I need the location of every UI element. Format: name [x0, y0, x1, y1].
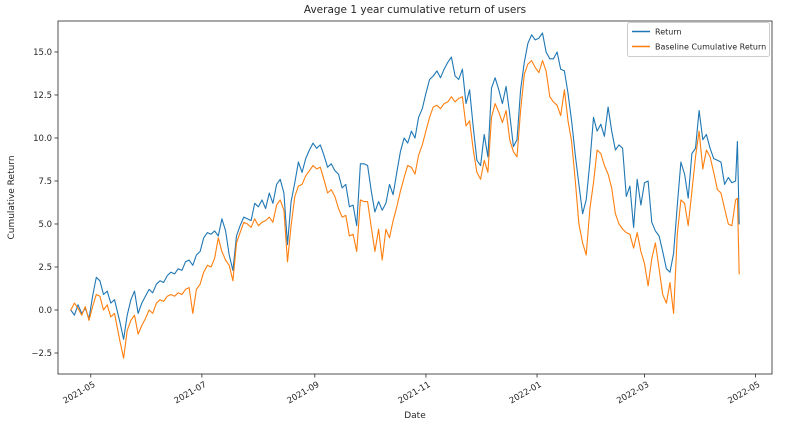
- y-axis-ticks: −2.5 0.0 2.5 5.0 7.5 10.0 12.5 15.0: [31, 48, 58, 359]
- y-axis-label: Cumulative Return: [7, 155, 17, 239]
- series-group: [70, 32, 740, 359]
- y-tick-label: −2.5: [31, 349, 52, 359]
- y-tick-label: 0.0: [38, 306, 52, 316]
- legend-label-return: Return: [655, 28, 682, 37]
- y-tick-label: 10.0: [33, 134, 52, 144]
- y-tick-label: 15.0: [33, 48, 52, 58]
- series-line-baseline-cumulative-return: [70, 60, 740, 359]
- x-axis-label: Date: [404, 411, 426, 421]
- y-tick-label: 2.5: [38, 263, 52, 273]
- chart-title: Average 1 year cumulative return of user…: [304, 4, 526, 16]
- y-tick-label: 12.5: [33, 91, 52, 101]
- legend-box: [627, 22, 770, 57]
- series-line-return: [70, 32, 740, 340]
- y-tick-label: 7.5: [38, 177, 52, 187]
- y-tick-label: 5.0: [38, 220, 52, 230]
- plot-area: [57, 20, 773, 375]
- legend: Return Baseline Cumulative Return: [627, 22, 770, 57]
- legend-label-baseline-cumulative-return: Baseline Cumulative Return: [655, 43, 766, 52]
